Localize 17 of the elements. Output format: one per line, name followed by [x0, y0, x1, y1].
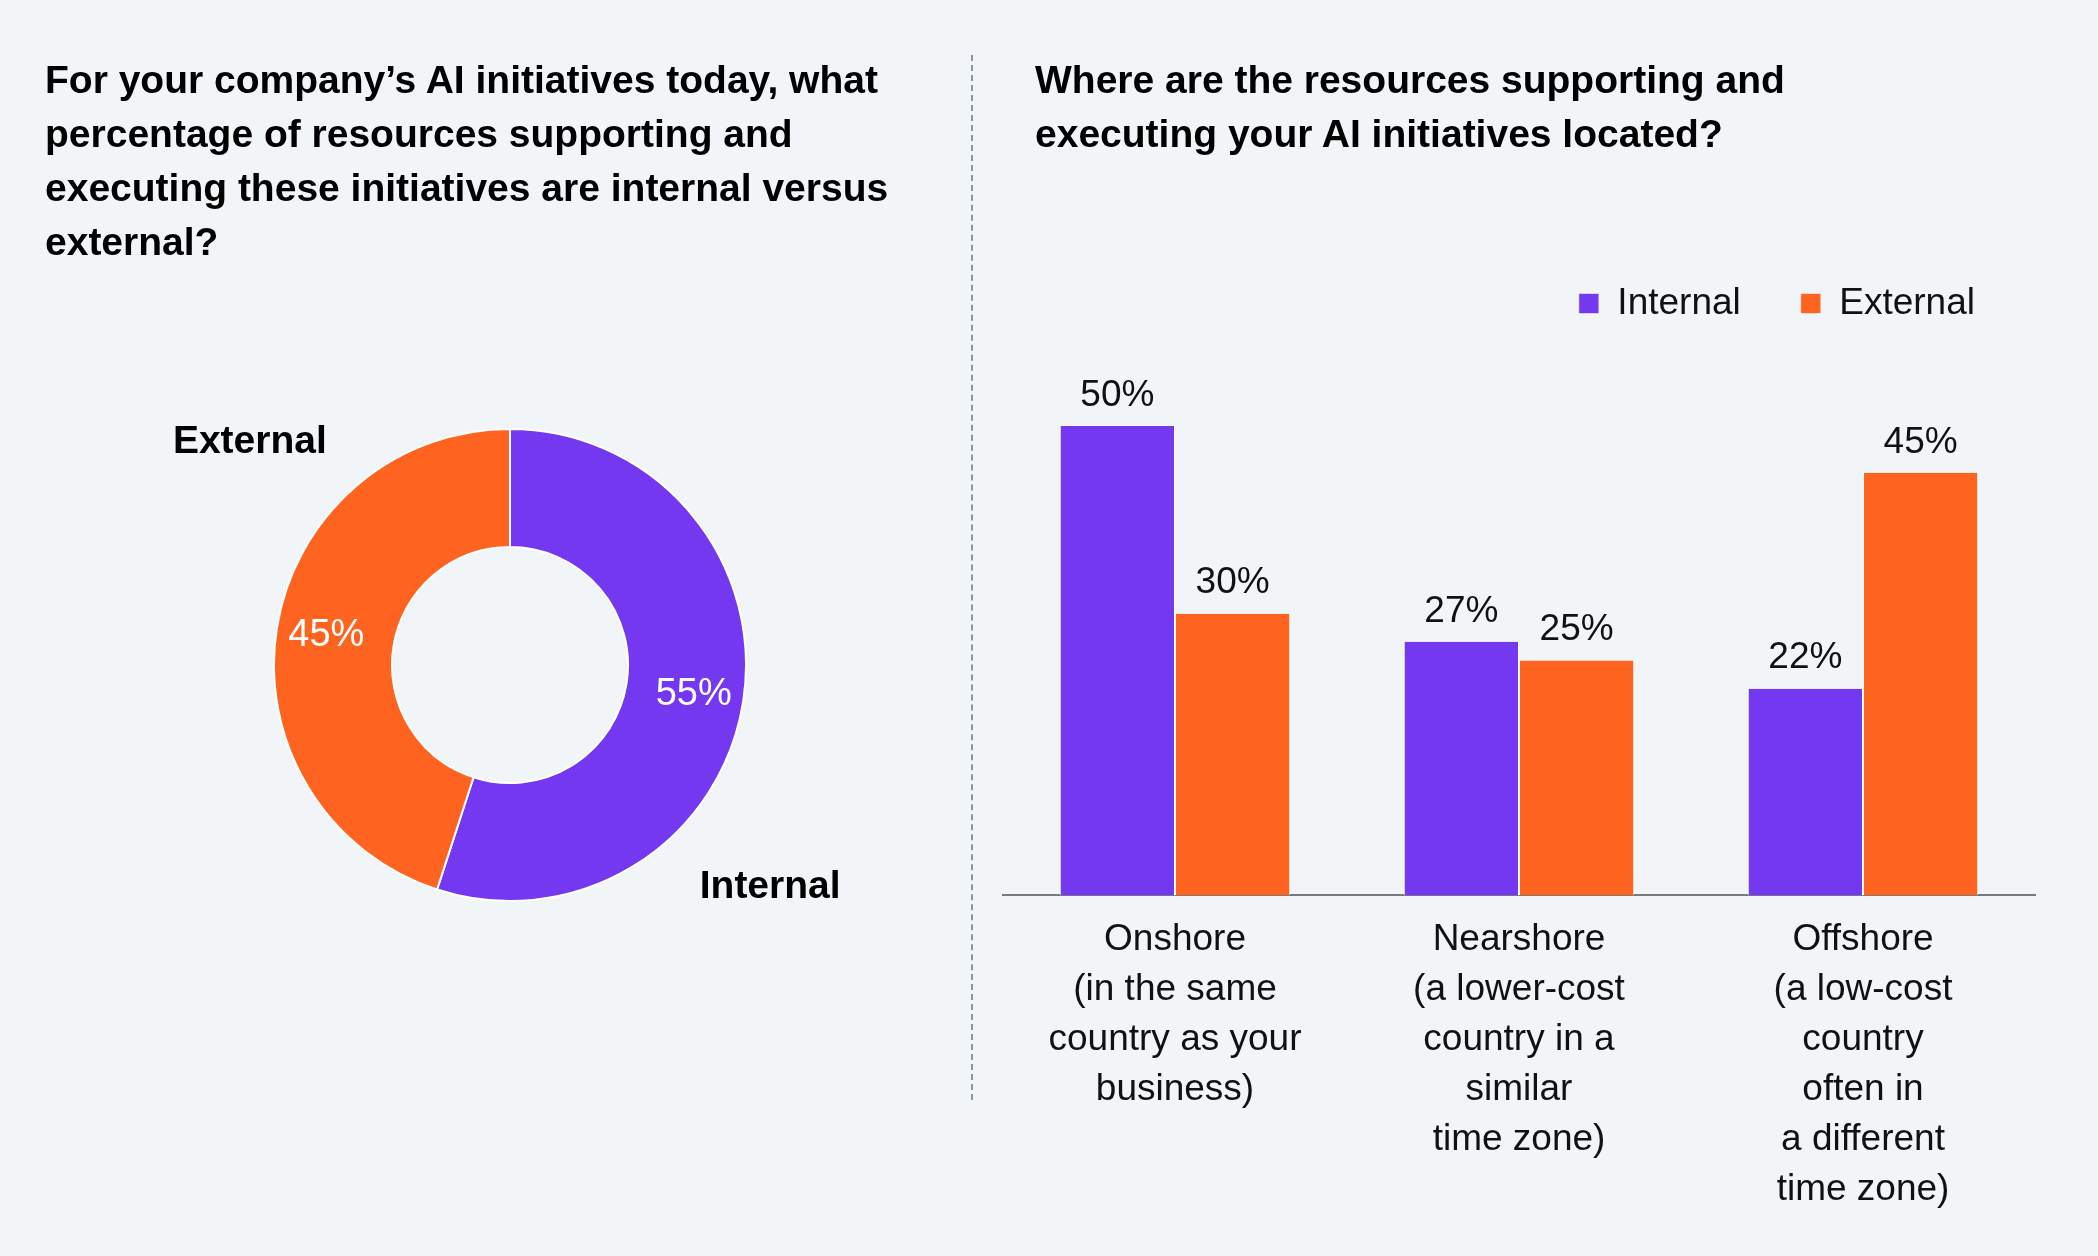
x-tick-label: Nearshore (a lower-cost country in a similar time zone): [1413, 917, 1626, 1159]
data-label: 22%: [1768, 635, 1843, 677]
data-label: 45%: [1883, 419, 1958, 461]
chart-title: For your company’s AI initiatives today, what percentage of resources supporting and executing these initiatives are internal versus external?: [45, 57, 890, 265]
legend-label: Internal: [1617, 280, 1741, 322]
data-label: 45%: [288, 612, 365, 655]
data-label: 25%: [1539, 607, 1614, 649]
data-label: 55%: [655, 670, 732, 713]
data-label: 27%: [1424, 588, 1499, 630]
legend-label: External: [1839, 280, 1975, 322]
chart-title: Where are the resources supporting and executing your AI initiatives located?: [1035, 57, 1786, 157]
slice-label: External: [172, 418, 327, 462]
x-tick-label: Onshore (in the same country as your business): [1048, 917, 1302, 1109]
x-tick-label: Offshore (a low-cost country often in a different time zone): [1773, 917, 1954, 1209]
slice-label: Internal: [699, 863, 841, 907]
data-label: 50%: [1080, 372, 1155, 414]
data-label: 30%: [1195, 560, 1270, 602]
